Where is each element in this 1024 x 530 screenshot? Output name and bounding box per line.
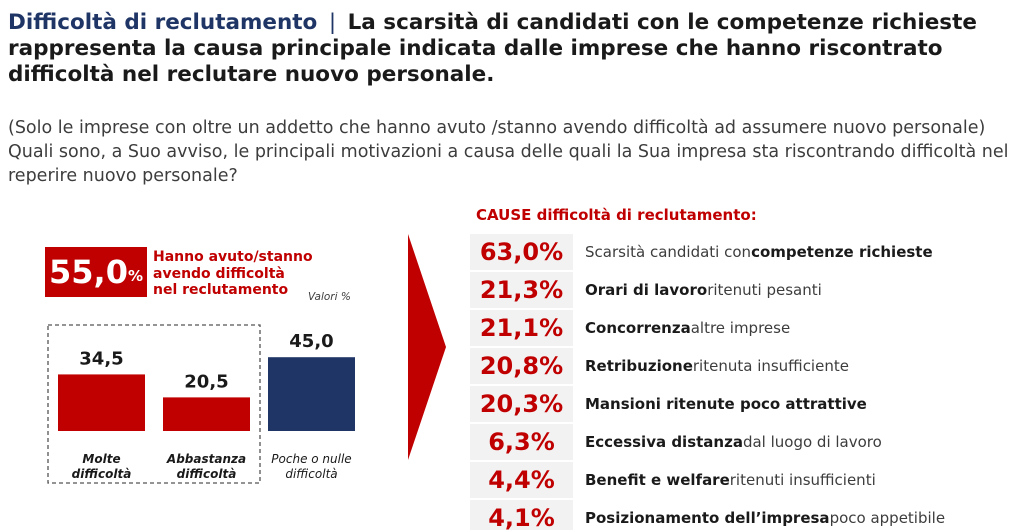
title-separator: | [328,10,337,35]
badge-unit: % [127,267,143,285]
category-label: Poche o nulle [271,452,351,466]
category-label: difficoltà [72,467,132,481]
chevron-right-icon [408,234,446,460]
badge-value: 55,0 [49,253,128,291]
cause-row: 20,8% Retribuzione ritenuta insufficiente [470,348,1020,384]
category-label: difficoltà [285,467,337,481]
cause-value: 20,8% [470,348,573,384]
bar-value-label: 20,5 [184,371,228,392]
cause-row: 20,3% Mansioni ritenute poco attrattive [470,386,1020,422]
cause-label: Mansioni ritenute poco attrattive [585,395,867,413]
survey-question: (Solo le imprese con oltre un addetto ch… [8,118,1009,186]
grouped-bars-box [47,324,261,484]
bar-1 [58,374,145,431]
category-label: difficoltà [177,467,237,481]
cause-value: 20,3% [470,386,573,422]
title-label: Difficoltà di reclutamento [8,10,318,35]
cause-value: 4,1% [470,500,573,530]
cause-label: Posizionamento dell’impresa poco appetib… [585,509,946,527]
cause-label: Eccessiva distanza dal luogo di lavoro [585,433,882,451]
cause-label: Orari di lavoro ritenuti pesanti [585,281,822,299]
cause-row: 4,1% Posizionamento dell’impresa poco app… [470,500,1020,530]
cause-row: 21,3% Orari di lavoro ritenuti pesanti [470,272,1020,308]
bar-3 [268,357,355,431]
cause-label: Retribuzione ritenuta insufficiente [585,357,849,375]
cause-row: 6,3% Eccessiva distanza dal luogo di lavo… [470,424,1020,460]
cause-row: 4,4% Benefit e welfare ritenuti insuffici… [470,462,1020,498]
cause-row: 21,1% Concorrenza altre imprese [470,310,1020,346]
cause-label: Benefit e welfare ritenuti insufficienti [585,471,876,489]
cause-value: 21,1% [470,310,573,346]
bar-value-label: 45,0 [289,331,333,352]
cause-value: 6,3% [470,424,573,460]
difficulty-bar-chart: 34,5Moltedifficoltà20,5Abbastanzadiffico… [47,324,355,484]
units-note: Valori % [308,291,351,303]
cause-label: Scarsità candidati con competenze richie… [585,243,933,261]
cause-value: 4,4% [470,462,573,498]
page-title: Difficoltà di reclutamento | La scarsità… [8,10,1018,88]
category-label: Molte [82,452,120,466]
bar-2 [163,397,250,431]
category-label: Abbastanza [166,452,246,466]
cause-label: Concorrenza altre imprese [585,319,791,337]
title-text: La scarsità di candidati con le competen… [8,10,977,87]
cause-value: 63,0% [470,234,573,270]
badge-note: Hanno avuto/stanno avendo difficoltà nel… [153,249,313,298]
difficulty-share-badge: 55,0 % [45,247,147,297]
cause-row: 63,0% Scarsità candidati con competenze r… [470,234,1020,270]
causes-title: CAUSE difficoltà di reclutamento: [476,206,757,224]
cause-value: 21,3% [470,272,573,308]
bar-value-label: 34,5 [79,348,123,369]
